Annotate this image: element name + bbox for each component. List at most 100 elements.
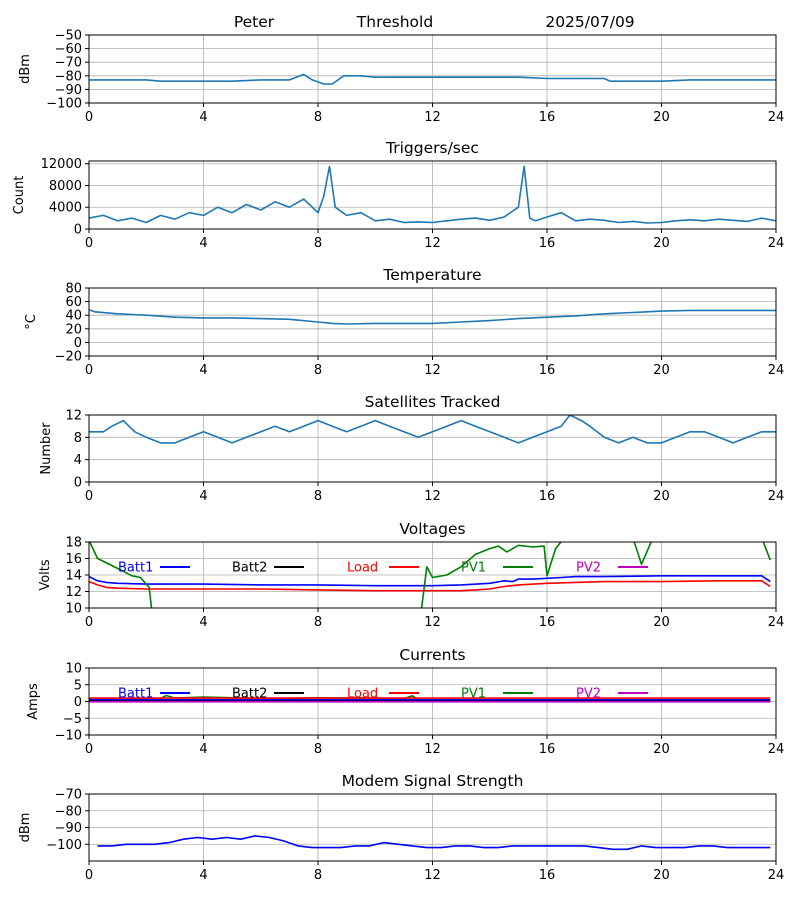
x-tick-label: 20 — [653, 868, 670, 883]
legend-label-pv1: PV1 — [461, 687, 486, 702]
panel-rssi: 0 4 8 12 16 20 24 −100−90−80−70−60−50 dBm — [18, 29, 784, 126]
y-tick-label: 0 — [74, 695, 82, 710]
x-tick-label: 20 — [653, 110, 670, 125]
x-tick-label: 16 — [539, 363, 556, 378]
series-line-0 — [89, 415, 776, 444]
x-tick-label: 12 — [424, 742, 441, 757]
panel-satellites: 0 4 8 12 16 20 24 0 4 8 12 Number Satellites Tracked — [39, 393, 784, 504]
x-tick-label: 12 — [424, 110, 441, 125]
header-label: Threshold — [356, 13, 433, 31]
y-tick-label: −90 — [55, 83, 82, 98]
y-tick-label: −10 — [55, 729, 82, 744]
x-tick-label: 24 — [768, 363, 785, 378]
x-tick-label: 24 — [768, 742, 785, 757]
x-tick-label: 12 — [424, 489, 441, 504]
y-tick-label: 12 — [65, 409, 82, 424]
chart-title: Satellites Tracked — [365, 393, 501, 411]
legend-label-batt2: Batt2 — [232, 561, 267, 576]
x-tick-label: 12 — [424, 236, 441, 251]
y-tick-label: −100 — [46, 838, 82, 853]
chart-title: Triggers/sec — [385, 139, 479, 157]
x-tick-label: 4 — [199, 615, 207, 630]
y-axis-label: Number — [39, 422, 54, 475]
y-tick-label: −100 — [46, 97, 82, 112]
y-tick-label: −70 — [55, 788, 82, 803]
y-tick-label: 5 — [74, 678, 82, 693]
y-axis-label: Volts — [38, 559, 53, 591]
x-tick-label: 0 — [85, 363, 93, 378]
series-line-1 — [89, 579, 771, 592]
series-line-0 — [89, 73, 776, 85]
x-tick-label: 20 — [653, 236, 670, 251]
legend-label-batt1: Batt1 — [118, 561, 153, 576]
y-tick-label: −80 — [55, 69, 82, 84]
x-tick-label: 12 — [424, 868, 441, 883]
x-tick-label: 8 — [314, 363, 322, 378]
x-tick-label: 0 — [85, 742, 93, 757]
y-tick-label: −60 — [55, 42, 82, 57]
x-tick-label: 4 — [199, 236, 207, 251]
x-tick-label: 24 — [768, 110, 785, 125]
y-tick-label: −5 — [63, 712, 82, 727]
x-tick-label: 20 — [653, 489, 670, 504]
y-tick-label: 16 — [65, 552, 82, 567]
y-tick-label: −90 — [55, 821, 82, 836]
x-tick-label: 12 — [424, 615, 441, 630]
legend-label-load: Load — [347, 687, 378, 702]
series-line-2 — [89, 542, 772, 608]
x-tick-label: 0 — [85, 236, 93, 251]
y-tick-label: −20 — [55, 350, 82, 365]
series-line-0 — [89, 574, 771, 587]
x-tick-label: 0 — [85, 868, 93, 883]
x-tick-label: 16 — [539, 868, 556, 883]
y-tick-label: 14 — [65, 569, 82, 584]
legend-label-pv2: PV2 — [576, 687, 601, 702]
y-tick-label: 12 — [65, 585, 82, 600]
y-tick-label: 80 — [65, 282, 82, 297]
y-tick-label: 40 — [65, 309, 82, 324]
header-name: Peter — [234, 13, 275, 31]
x-tick-label: 8 — [314, 868, 322, 883]
x-tick-label: 0 — [85, 615, 93, 630]
x-tick-label: 8 — [314, 489, 322, 504]
panel-modem: 0 4 8 12 16 20 24 −100 −90 −80−70 dBm Modem Signal … — [18, 772, 784, 883]
legend-label-batt1: Batt1 — [118, 687, 153, 702]
x-tick-label: 4 — [199, 110, 207, 125]
x-tick-label: 4 — [199, 489, 207, 504]
y-tick-label: 18 — [65, 536, 82, 551]
series-line-0 — [89, 309, 776, 325]
panel-triggers: 0 4 8 12 16 20 24 0 4000 8000 12000 Count Triggers/s… — [12, 139, 784, 251]
y-tick-label: −70 — [55, 56, 82, 71]
series-line-0 — [97, 835, 771, 851]
y-tick-label: 4000 — [49, 201, 82, 216]
chart-title: Voltages — [399, 520, 465, 538]
y-tick-label: 0 — [74, 476, 82, 491]
y-axis-label: Amps — [26, 683, 41, 720]
y-tick-label: 20 — [65, 322, 82, 337]
x-tick-label: 20 — [653, 363, 670, 378]
x-tick-label: 16 — [539, 110, 556, 125]
legend-label-load: Load — [347, 561, 378, 576]
y-tick-label: −50 — [55, 29, 82, 44]
y-tick-label: 10 — [65, 662, 82, 677]
x-tick-label: 12 — [424, 363, 441, 378]
y-tick-label: 4 — [74, 453, 82, 468]
y-axis-label: dBm — [18, 54, 33, 84]
y-tick-label: 10 — [65, 602, 82, 617]
y-tick-label: 12000 — [41, 157, 82, 172]
x-tick-label: 16 — [539, 236, 556, 251]
y-tick-label: 60 — [65, 295, 82, 310]
x-tick-label: 8 — [314, 615, 322, 630]
y-axis-label: dBm — [18, 813, 33, 843]
x-tick-label: 24 — [768, 868, 785, 883]
y-tick-label: −80 — [55, 804, 82, 819]
x-tick-label: 8 — [314, 742, 322, 757]
y-axis-label: Count — [12, 176, 27, 215]
x-tick-label: 4 — [199, 363, 207, 378]
x-tick-label: 8 — [314, 110, 322, 125]
x-tick-label: 0 — [85, 110, 93, 125]
